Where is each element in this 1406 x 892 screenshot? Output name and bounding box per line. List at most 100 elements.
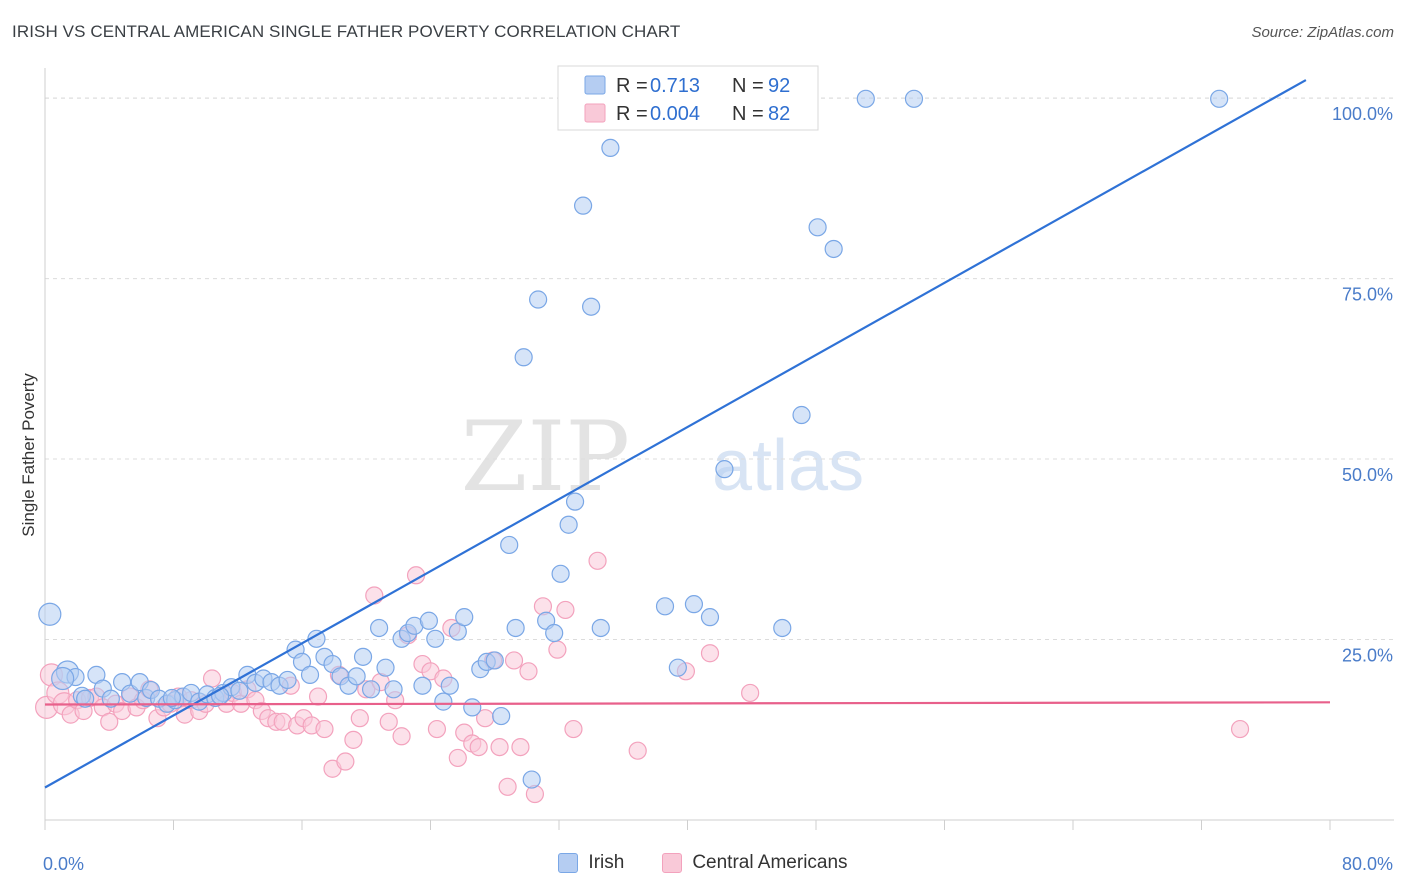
x-tick-label: 0.0% xyxy=(43,854,84,874)
legend-label: Central Americans xyxy=(692,852,848,873)
central-americans-point xyxy=(448,748,467,768)
central-americans-point xyxy=(588,551,607,570)
irish-point xyxy=(668,658,687,677)
source-label: Source: ZipAtlas.com xyxy=(1251,24,1394,41)
central-americans-point xyxy=(556,600,575,620)
irish-point xyxy=(700,608,720,627)
y-tick-label: 100.0% xyxy=(1332,104,1393,124)
irish-point xyxy=(353,647,373,666)
legend-swatch xyxy=(558,853,579,873)
irish-point xyxy=(370,618,389,638)
legend-n-label: N = xyxy=(732,103,764,125)
irish-point xyxy=(573,196,593,215)
irish-point xyxy=(230,681,249,700)
central-americans-point xyxy=(504,651,524,670)
legend-item-central-americans: Central Americans xyxy=(662,852,848,874)
irish-point xyxy=(506,618,525,638)
irish-point xyxy=(492,706,511,726)
irish-point xyxy=(347,667,366,686)
legend-n-label: N = xyxy=(732,75,764,97)
regression-lines xyxy=(44,79,1331,789)
y-tick-label: 50.0% xyxy=(1342,465,1393,485)
y-tick-label: 25.0% xyxy=(1342,646,1393,666)
tick-labels: 25.0% 50.0% 75.0% 100.0% 0.0% 80.0% xyxy=(43,104,1393,874)
central-americans-point xyxy=(365,586,384,605)
irish-point xyxy=(376,658,395,677)
central-americans-point xyxy=(511,737,530,757)
chart-title: IRISH VS CENTRAL AMERICAN SINGLE FATHER … xyxy=(12,22,681,41)
irish-point xyxy=(773,618,792,638)
central-americans-point xyxy=(315,719,334,739)
legend-n-value: 92 xyxy=(768,75,790,97)
grid xyxy=(45,97,1394,641)
irish-point xyxy=(582,297,601,316)
top-legend: R = 0.713 N = 92 R = 0.004 N = 82 xyxy=(557,65,819,131)
irish-point xyxy=(1210,89,1229,108)
irish-point xyxy=(808,218,827,237)
irish-point xyxy=(904,89,924,108)
y-axis-label: Single Father Poverty xyxy=(19,373,38,537)
legend-r-value: 0.004 xyxy=(650,103,700,125)
legend-r-value: 0.713 xyxy=(650,75,700,97)
central-americans-point xyxy=(564,719,583,739)
irish-point xyxy=(419,611,438,630)
irish-point xyxy=(792,405,811,425)
central-americans-point xyxy=(700,644,720,663)
irish-point xyxy=(715,460,734,479)
points xyxy=(35,89,1250,804)
irish-point xyxy=(463,698,482,717)
irish-point xyxy=(565,492,585,511)
legend-swatch-central-americans xyxy=(584,103,606,123)
legend-n-value: 82 xyxy=(768,103,790,125)
central-americans-point xyxy=(336,752,355,771)
irish-point xyxy=(500,535,519,555)
irish-point xyxy=(38,602,62,626)
legend-item-irish: Irish xyxy=(558,852,624,874)
irish-point xyxy=(101,689,120,708)
central-americans-trend-line xyxy=(44,701,1331,706)
irish-point xyxy=(655,597,675,616)
irish-point xyxy=(545,623,564,643)
central-americans-point xyxy=(1230,719,1250,739)
irish-point xyxy=(426,629,445,648)
watermark-atlas: atlas xyxy=(712,426,864,506)
central-americans-point xyxy=(350,709,369,728)
central-americans-point xyxy=(392,727,411,746)
central-americans-point xyxy=(469,737,488,757)
y-tick-label: 75.0% xyxy=(1342,285,1393,305)
central-americans-point xyxy=(628,741,647,760)
bottom-legend: Irish Central Americans xyxy=(0,852,1406,874)
watermark-zip: ZIP xyxy=(461,401,630,513)
central-americans-point xyxy=(548,640,567,659)
irish-point xyxy=(485,651,504,670)
central-americans-point xyxy=(490,737,509,757)
irish-point xyxy=(413,676,432,695)
central-americans-point xyxy=(202,669,222,688)
irish-point xyxy=(522,770,541,789)
irish-point xyxy=(292,652,312,672)
irish-point xyxy=(591,618,610,638)
irish-point xyxy=(162,688,181,708)
irish-point xyxy=(76,689,95,708)
irish-point xyxy=(551,564,570,583)
watermark: ZIP atlas xyxy=(461,401,864,513)
legend-swatch-irish xyxy=(584,75,606,95)
central-americans-point xyxy=(100,712,119,731)
irish-point xyxy=(601,138,620,158)
irish-point xyxy=(278,670,297,690)
irish-trend-line xyxy=(44,79,1307,789)
irish-point xyxy=(529,290,548,309)
central-americans-point xyxy=(519,662,538,681)
irish-point xyxy=(300,665,320,684)
irish-point xyxy=(559,515,578,534)
legend-swatch xyxy=(662,853,683,873)
legend-r-label: R = xyxy=(616,75,648,97)
irish-point xyxy=(361,680,381,699)
central-americans-point xyxy=(427,719,447,739)
irish-point xyxy=(384,680,403,699)
central-americans-point xyxy=(379,712,398,731)
irish-point xyxy=(684,595,704,614)
central-americans-point xyxy=(344,730,363,749)
axes xyxy=(44,68,1394,830)
central-americans-point xyxy=(741,683,760,703)
